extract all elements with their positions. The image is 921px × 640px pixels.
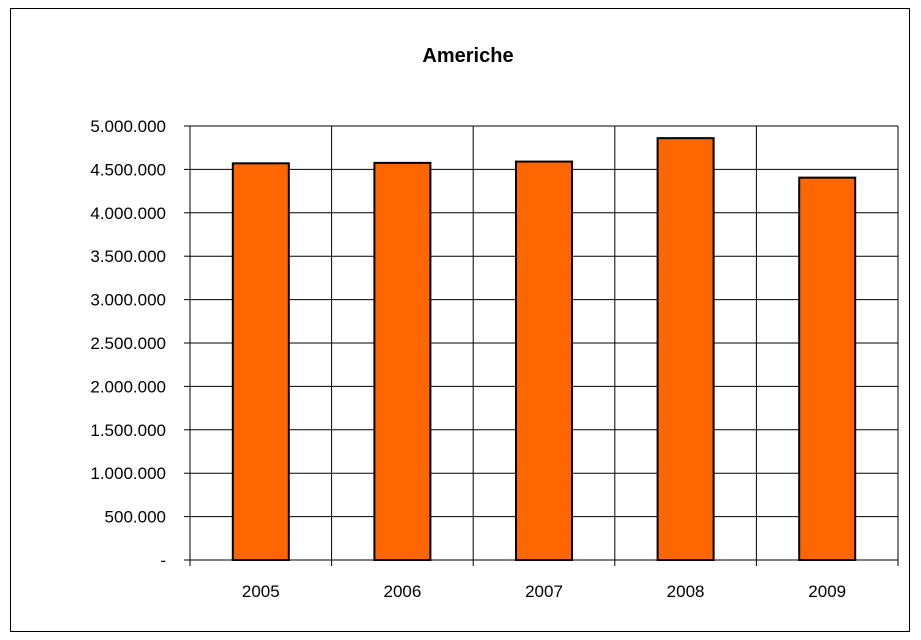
y-tick-label: 1.000.000: [90, 464, 166, 483]
bars: [231, 137, 857, 561]
axes: [184, 125, 899, 566]
y-tick-label: 2.000.000: [90, 377, 166, 396]
bar-2009: [798, 176, 857, 561]
x-tick-label: 2008: [667, 582, 705, 601]
chart-title: Americhe: [422, 45, 513, 67]
y-tick-label: 1.500.000: [90, 421, 166, 440]
bar-2005: [231, 162, 290, 561]
x-tick-label: 2007: [525, 582, 563, 601]
y-tick-label: 3.500.000: [90, 247, 166, 266]
x-tick-label: 2009: [808, 582, 846, 601]
y-tick-label: 500.000: [105, 508, 166, 527]
chart-frame: [10, 8, 910, 632]
x-tick-labels: 2005 2006 2007 2008 2009: [242, 582, 846, 601]
x-tick-label: 2006: [383, 582, 421, 601]
y-tick-label: 4.500.000: [90, 160, 166, 179]
y-tick-label: 5.000.000: [90, 117, 166, 136]
bar-2007: [515, 160, 573, 561]
bar-2006: [373, 161, 432, 561]
y-tick-labels: - 500.000 1.000.000 1.500.000 2.000.000 2.500…: [90, 117, 166, 570]
y-tick-label: -: [160, 551, 166, 570]
y-tick-label: 4.000.000: [90, 204, 166, 223]
y-tick-label: 3.000.000: [90, 291, 166, 310]
y-tick-label: 2.500.000: [90, 334, 166, 353]
bar-2008: [656, 137, 715, 561]
x-tick-label: 2005: [242, 582, 280, 601]
